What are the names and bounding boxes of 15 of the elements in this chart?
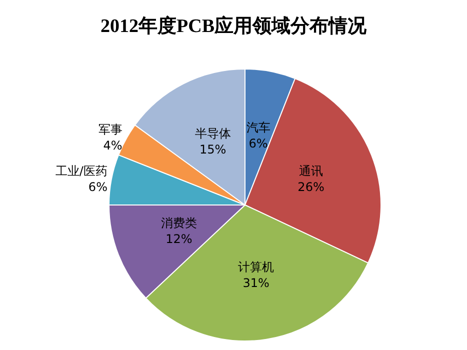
slice-label: 半导体: [194, 126, 231, 141]
data-label: 12%: [166, 232, 192, 246]
data-label: 4%: [103, 138, 122, 153]
data-label: 26%: [298, 180, 324, 194]
slice-label: 通讯: [299, 164, 324, 178]
chart-title: 2012年度PCB应用领域分布情况: [100, 15, 368, 37]
slice-label: 计算机: [238, 260, 274, 274]
data-label: 15%: [199, 142, 226, 157]
data-label: 6%: [88, 180, 108, 194]
slice-label: 工业/医药: [55, 164, 108, 178]
slice-label: 汽车: [246, 120, 270, 134]
data-label: 6%: [248, 136, 268, 150]
slice-label: 军事: [98, 122, 122, 137]
slice-label: 消费类: [160, 216, 197, 230]
data-label: 31%: [242, 276, 270, 290]
